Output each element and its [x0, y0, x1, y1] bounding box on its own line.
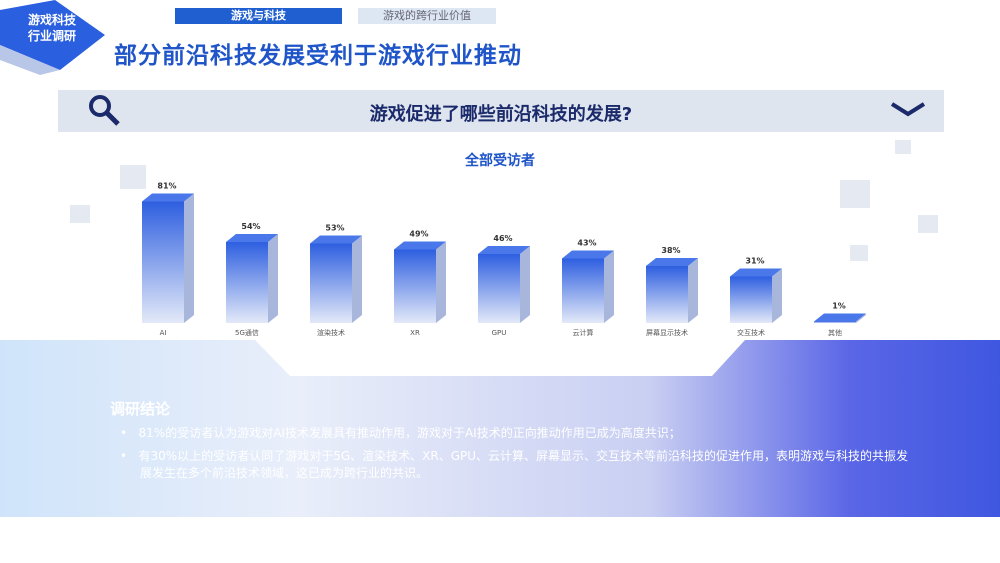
- bar-side: [772, 268, 782, 323]
- value-label: 38%: [661, 246, 680, 255]
- badge-line: 游戏科技: [27, 13, 76, 27]
- chevron-down-icon[interactable]: [888, 100, 928, 120]
- value-label: 49%: [409, 230, 428, 239]
- section-badge: 游戏科技 行业调研: [22, 12, 82, 44]
- page-title: 部分前沿科技发展受利于游戏行业推动: [114, 43, 522, 69]
- bar-top: [478, 246, 530, 254]
- bar-side: [856, 313, 866, 323]
- conclusion-bullet: • 有30%以上的受访者认同了游戏对于5G、渲染技术、XR、GPU、云计算、屏幕…: [120, 449, 909, 480]
- decor-cube: [895, 140, 911, 154]
- bar-side: [268, 234, 278, 323]
- bar: [730, 276, 772, 323]
- bar: [562, 258, 604, 323]
- decor-cube: [918, 215, 938, 233]
- bar-top: [310, 235, 362, 244]
- bar-side: [688, 258, 698, 323]
- search-icon: [89, 95, 120, 126]
- bar-side: [436, 241, 446, 323]
- value-label: 81%: [157, 182, 176, 191]
- bar: [142, 201, 184, 323]
- panel-notch: [255, 340, 745, 376]
- bullet-text: 有30%以上的受访者认同了游戏对于5G、渲染技术、XR、GPU、云计算、屏幕显示…: [138, 449, 909, 480]
- value-label: 54%: [241, 222, 260, 231]
- category-label: 其他: [828, 328, 842, 337]
- category-label: AI: [160, 329, 167, 337]
- category-label: 屏幕显示技术: [646, 328, 688, 337]
- bar-side: [520, 246, 530, 323]
- bar-chart: 81% AI 54% 5G通信 53% 渲染技术 49% XR 46% GPU 43% 云计算 38% 屏…: [142, 182, 866, 337]
- bar-side: [604, 250, 614, 323]
- decor-cube: [840, 180, 870, 208]
- decor-cube: [850, 245, 868, 261]
- category-label: 交互技术: [737, 328, 765, 337]
- bullet-text: 81%的受访者认为游戏对AI技术发展具有推动作用，游戏对于AI技术的正向推动作用…: [138, 426, 681, 440]
- bar-side: [352, 235, 362, 323]
- bar-top: [814, 313, 866, 322]
- tab-games-tech[interactable]: 游戏与科技: [175, 8, 342, 24]
- bar: [310, 243, 352, 323]
- bar: [226, 242, 268, 323]
- question-text: 游戏促进了哪些前沿科技的发展?: [369, 104, 633, 125]
- bar-top: [394, 241, 446, 250]
- logo-badge: [0, 0, 105, 75]
- conclusion-title: 调研结论: [110, 400, 171, 418]
- tab-cross-industry[interactable]: 游戏的跨行业价值: [358, 8, 496, 24]
- bar: [394, 249, 436, 323]
- chart-title: 全部受访者: [465, 153, 535, 169]
- value-label: 43%: [577, 239, 596, 248]
- bar: [814, 321, 856, 323]
- bar-top: [562, 250, 614, 259]
- value-label: 31%: [745, 257, 764, 266]
- bar-top: [646, 258, 698, 266]
- category-label: 渲染技术: [317, 328, 345, 337]
- bar-side: [184, 193, 194, 323]
- question-bar[interactable]: 游戏促进了哪些前沿科技的发展?: [58, 90, 944, 132]
- bar-top: [730, 268, 782, 277]
- value-label: 1%: [832, 302, 846, 311]
- category-label: 5G通信: [235, 328, 259, 337]
- category-label: XR: [410, 329, 420, 337]
- category-label: GPU: [492, 329, 507, 337]
- bar-top: [226, 234, 278, 242]
- conclusion-bullet: • 81%的受访者认为游戏对AI技术发展具有推动作用，游戏对于AI技术的正向推动…: [120, 426, 681, 440]
- badge-line: 行业调研: [27, 29, 76, 43]
- bar: [478, 254, 520, 323]
- decor-cube: [120, 165, 146, 189]
- category-label: 云计算: [573, 328, 594, 337]
- decor-cube: [70, 205, 90, 223]
- value-label: 46%: [493, 234, 512, 243]
- value-label: 53%: [325, 224, 344, 233]
- bar: [646, 266, 688, 323]
- bar-top: [142, 193, 194, 202]
